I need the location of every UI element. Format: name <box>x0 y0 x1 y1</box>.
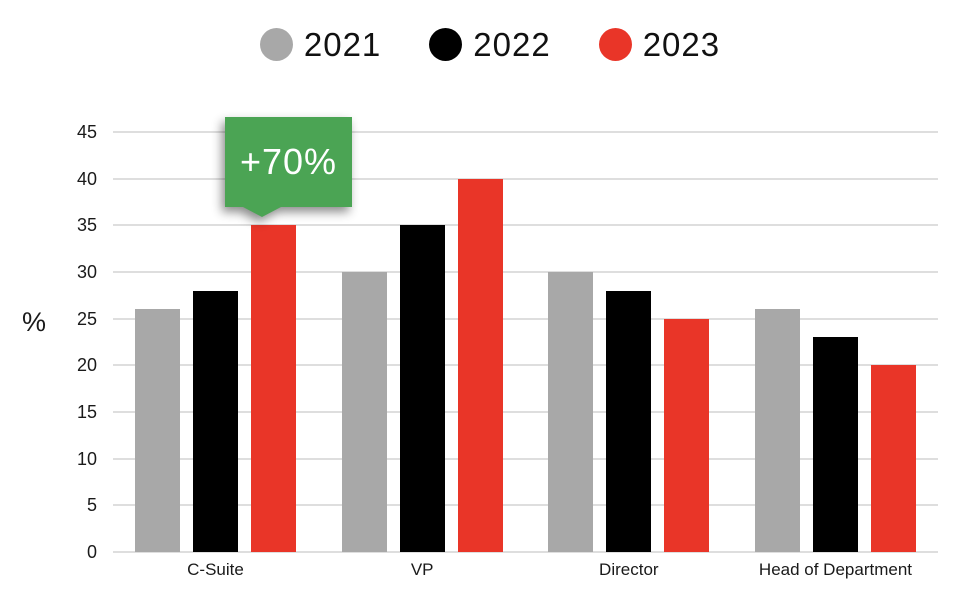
bar-2023-Head of Department <box>870 365 916 552</box>
bar-2021-Head of Department <box>754 309 800 552</box>
bar-2021-C-Suite <box>135 309 180 552</box>
gridline-5 <box>113 504 938 507</box>
legend-swatch-icon <box>598 28 632 61</box>
bar-2021-Director <box>548 272 594 552</box>
bar-group-VP <box>341 178 503 552</box>
bar-2023-Director <box>664 318 710 552</box>
gridline-20 <box>113 364 938 367</box>
x-label-Head of Department: Head of Department <box>758 560 913 579</box>
bars-layer <box>113 132 938 552</box>
y-tick-35: 35 <box>76 215 97 236</box>
y-tick-15: 15 <box>76 402 97 422</box>
gridline-40 <box>113 177 938 180</box>
bar-2022-Head of Department <box>812 337 858 552</box>
x-label-VP: VP <box>410 560 434 579</box>
x-axis-labels: C-Suite VP Director Head of Department <box>113 560 938 580</box>
gridline-35 <box>113 224 938 227</box>
gridline-10 <box>113 457 938 460</box>
y-axis-title: % <box>22 307 47 337</box>
legend-label: 2022 <box>473 26 551 63</box>
gridline-30 <box>113 271 938 273</box>
y-tick-45: 45 <box>76 122 97 142</box>
bar-2022-VP <box>399 225 445 552</box>
legend-item-2023: 2023 <box>598 26 721 63</box>
y-tick-0: 0 <box>86 542 97 562</box>
bar-2023-C-Suite <box>251 225 296 552</box>
gridline-45 <box>113 131 938 133</box>
bar-group-Director <box>548 272 710 552</box>
bar-group-C-Suite <box>135 225 296 552</box>
gridline-15 <box>113 411 938 413</box>
y-tick-30: 30 <box>76 262 97 282</box>
bar-group-Head of Department <box>754 309 916 552</box>
plot-area <box>113 131 938 553</box>
y-tick-20: 20 <box>76 355 97 376</box>
x-label-C-Suite: C-Suite <box>187 560 244 579</box>
legend-item-2021: 2021 <box>259 26 382 63</box>
legend-label: 2023 <box>642 26 721 63</box>
y-tick-5: 5 <box>86 495 97 516</box>
bar-2022-Director <box>606 290 652 552</box>
bar-2022-C-Suite <box>193 290 238 552</box>
gridline-25 <box>113 317 938 320</box>
annotation-callout: +70% <box>225 117 352 217</box>
y-tick-40: 40 <box>76 168 97 189</box>
bar-2023-VP <box>457 178 503 552</box>
legend-swatch-icon <box>429 28 463 61</box>
y-tick-25: 25 <box>76 308 97 329</box>
legend-label: 2021 <box>303 26 382 63</box>
annotation-tail-icon <box>243 207 281 217</box>
annotation-text: +70% <box>225 117 352 207</box>
legend-item-2022: 2022 <box>429 28 550 61</box>
y-tick-10: 10 <box>76 448 97 469</box>
bar-2021-VP <box>341 272 387 552</box>
legend: 2021 2022 2023 <box>0 28 980 61</box>
legend-swatch-icon <box>259 28 293 61</box>
gridline-0 <box>113 551 938 553</box>
x-label-Director: Director <box>599 560 659 579</box>
